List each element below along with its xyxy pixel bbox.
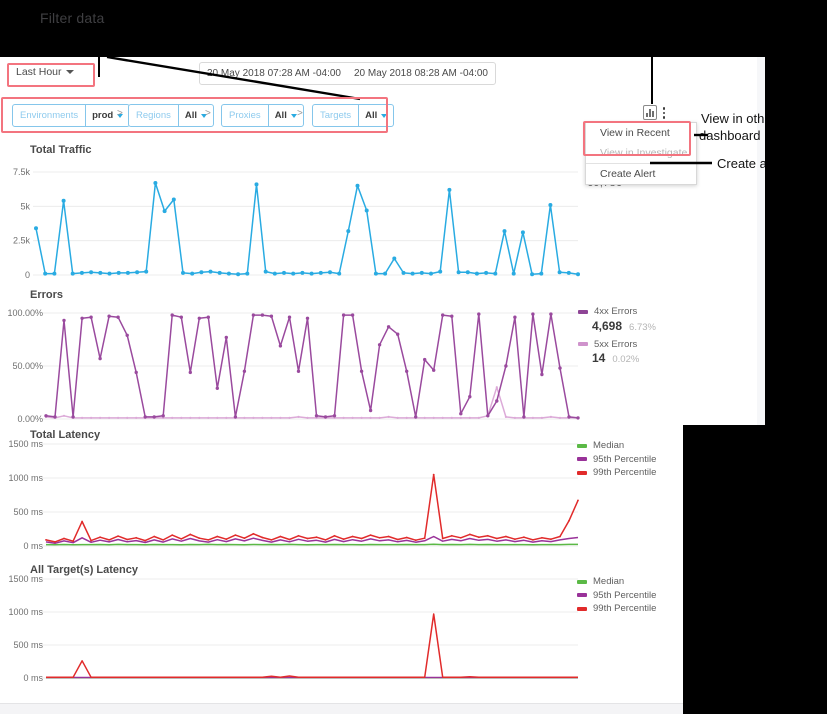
legend-label: Median [593,440,625,452]
total-latency-chart: Total Latency 1500 ms 1000 ms 500 ms 0 ms [0,425,600,560]
legend-label: 99th Percentile [593,603,657,615]
svg-text:0.00%: 0.00% [17,414,43,424]
5xx-pct: 0.02% [612,354,640,365]
p95-swatch [577,593,587,598]
chart-title: All Target(s) Latency [30,564,138,576]
black-mask-right [765,57,827,425]
filter-targets[interactable]: Targets All [312,104,395,127]
median-swatch [577,579,587,584]
annotation-create-alert: Create a [717,156,767,171]
svg-text:1500 ms: 1500 ms [8,439,43,449]
svg-text:50.00%: 50.00% [12,361,43,371]
legend-label: 4xx Errors [594,306,638,318]
svg-text:5k: 5k [20,201,30,211]
filter-environments[interactable]: Environments prod [12,104,131,127]
menu-item-view-in-recent[interactable]: View in Recent [600,127,670,139]
context-menu: View in Recent View in Investigate Creat… [585,122,697,185]
time-range-button[interactable]: Last Hour [16,66,74,78]
kebab-menu-icon[interactable] [659,105,669,121]
svg-text:0: 0 [25,270,30,280]
black-mask-top: Filter data [0,0,827,57]
filter-targets-label: Targets [320,110,352,121]
filter-proxies-value: All [274,110,287,121]
filter-separator: > [205,108,211,119]
4xx-swatch [578,309,588,314]
svg-text:7.5k: 7.5k [13,167,31,177]
legend-label: 95th Percentile [593,589,657,601]
chevron-down-icon [201,113,207,118]
all-targets-latency-legend: Median 95th Percentile 99th Percentile [577,575,656,616]
filter-proxies[interactable]: Proxies All [221,104,304,127]
filter-regions-value: All [184,110,197,121]
filter-targets-value: All [365,110,378,121]
errors-legend: 4xx Errors 4,698 6.73% 5xx Errors 14 0.02% [578,305,656,365]
chevron-down-icon [65,70,74,75]
annotation-view-in-other-line2: dashboard [699,128,761,143]
filter-environments-value: prod [92,110,114,121]
chevron-down-icon [290,113,297,118]
filter-regions-label: Regions [136,110,171,121]
svg-text:2.5k: 2.5k [13,236,31,246]
date-range-box[interactable]: 20 May 2018 07:28 AM -04:00 20 May 2018 … [199,62,496,85]
bar-chart-icon[interactable] [643,105,657,120]
5xx-count: 14 [592,351,606,365]
all-targets-latency-chart: All Target(s) Latency 1500 ms 1000 ms 500 … [0,560,600,690]
svg-text:100.00%: 100.00% [7,308,43,318]
svg-text:0 ms: 0 ms [23,541,43,551]
legend-label: 95th Percentile [593,453,657,465]
total-traffic-chart: Total Traffic 7.5k 5k 2.5k 0 [0,140,600,285]
svg-text:1000 ms: 1000 ms [8,607,43,617]
5xx-swatch [578,342,588,347]
footer-strip [0,703,683,714]
time-range-label: Last Hour [16,66,62,78]
vertical-scrollbar[interactable] [757,57,766,425]
median-swatch [577,443,587,448]
svg-text:500 ms: 500 ms [13,640,43,650]
legend-label: 5xx Errors [594,338,638,350]
chart-title: Total Latency [30,429,101,441]
chevron-down-icon [381,113,388,118]
p95-swatch [577,457,587,462]
menu-item-create-alert[interactable]: Create Alert [586,163,696,184]
chart-title: Total Traffic [30,144,92,156]
p99-swatch [577,606,587,611]
filter-separator: > [297,108,303,119]
end-date: 20 May 2018 08:28 AM -04:00 [353,68,488,79]
p99-swatch [577,470,587,475]
svg-text:500 ms: 500 ms [13,507,43,517]
legend-label: Median [593,576,625,588]
annotation-view-in-other-line1: View in oth [701,111,765,126]
filter-separator: > [117,108,123,119]
filter-proxies-label: Proxies [229,110,261,121]
svg-text:0 ms: 0 ms [23,673,43,683]
chevron-down-icon [117,113,124,118]
menu-item-view-in-investigate[interactable]: View in Investigate [600,147,688,159]
chart-title: Errors [30,289,64,301]
legend-label: 99th Percentile [593,467,657,479]
annotation-filter-data: Filter data [40,10,105,26]
black-mask-bottom-right [683,425,827,714]
filter-regions[interactable]: Regions All [128,104,214,127]
start-date: 20 May 2018 07:28 AM -04:00 [207,68,341,79]
svg-text:1500 ms: 1500 ms [8,574,43,584]
4xx-pct: 6.73% [629,321,656,333]
total-latency-legend: Median 95th Percentile 99th Percentile [577,439,656,480]
svg-text:1000 ms: 1000 ms [8,473,43,483]
errors-chart: Errors 100.00% 50.00% 0.00% [0,285,600,425]
filter-environments-label: Environments [20,110,79,121]
4xx-count: 4,698 [592,318,623,333]
